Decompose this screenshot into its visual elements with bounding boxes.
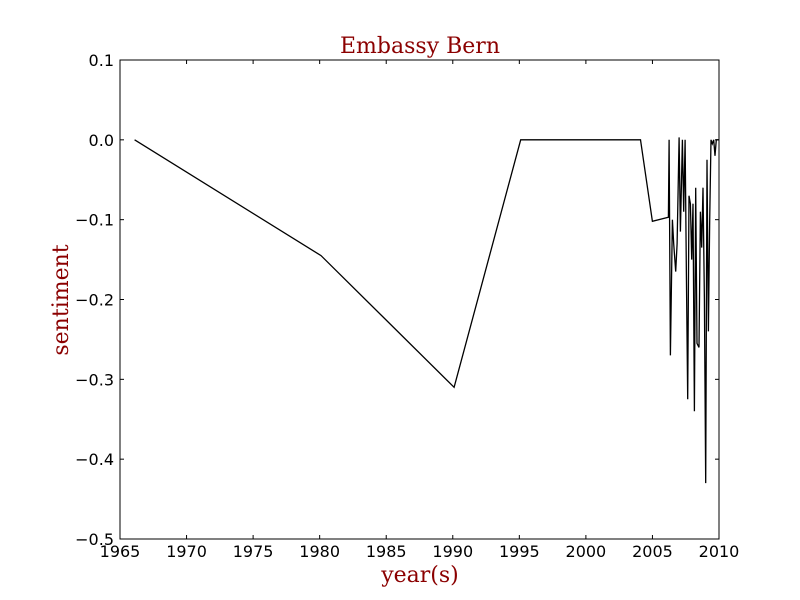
y-tick-label: −0.3 xyxy=(75,370,114,389)
x-tick-label: 1965 xyxy=(100,542,141,561)
plot-area: 1965 1970 1975 1980 1985 1990 1995 2000 2005 2010… xyxy=(75,51,739,561)
y-tick-label: −0.4 xyxy=(75,450,114,469)
y-tick-label: 0.1 xyxy=(89,51,114,70)
x-tick-label: 2010 xyxy=(699,542,740,561)
y-tick-label: −0.2 xyxy=(75,291,114,310)
x-tick-label: 1995 xyxy=(499,542,540,561)
x-tick-label: 1985 xyxy=(366,542,407,561)
y-tick-label: −0.5 xyxy=(75,530,114,549)
series-line xyxy=(134,137,719,484)
x-tick-label: 1980 xyxy=(299,542,340,561)
y-tick-label: −0.1 xyxy=(75,211,114,230)
x-tick-label: 2005 xyxy=(632,542,673,561)
x-tick-label: 1990 xyxy=(432,542,473,561)
plot-frame xyxy=(119,59,720,540)
y-tick-label: 0.0 xyxy=(89,131,114,150)
x-axis-label: year(s) xyxy=(380,563,459,588)
x-tick-label: 1970 xyxy=(166,542,207,561)
chart-title: Embassy Bern xyxy=(340,34,500,59)
y-axis-label: sentiment xyxy=(49,244,74,355)
x-tick-label: 1975 xyxy=(233,542,274,561)
x-tick-label: 2000 xyxy=(566,542,607,561)
